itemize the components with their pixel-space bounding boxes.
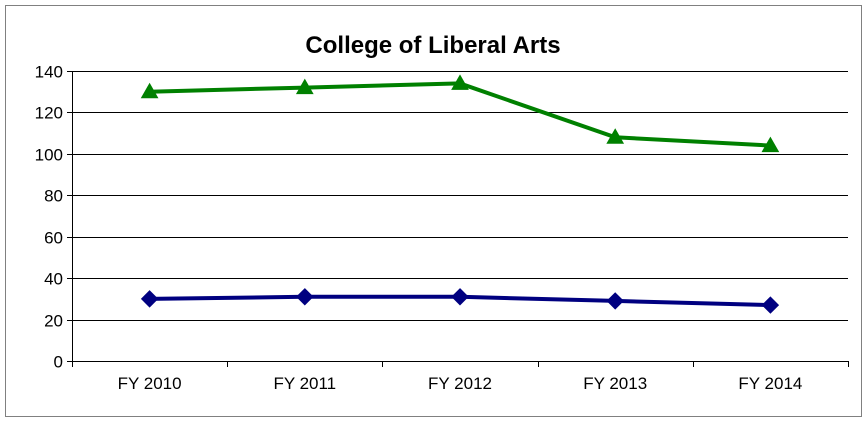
y-tick-label: 60 (44, 229, 63, 248)
y-tick-label: 120 (35, 104, 63, 123)
series-layer (140, 74, 780, 314)
data-point-1-0 (140, 290, 159, 308)
y-tick-label: 40 (44, 270, 63, 289)
data-point-0-1 (295, 78, 314, 95)
y-tick-label: 80 (44, 187, 63, 206)
data-point-1-1 (296, 288, 314, 306)
x-tick-label: FY 2010 (118, 374, 182, 393)
data-point-0-2 (451, 74, 469, 90)
y-tick-label: 100 (35, 146, 63, 165)
data-point-0-4 (761, 136, 780, 153)
data-point-1-3 (606, 292, 624, 310)
data-point-1-4 (761, 296, 780, 314)
gridlines (72, 71, 848, 321)
chart-title: College of Liberal Arts (305, 32, 560, 59)
y-tick-label: 140 (35, 63, 63, 82)
data-point-1-2 (451, 288, 469, 306)
data-point-0-0 (140, 82, 159, 99)
chart-frame (5, 5, 862, 417)
data-point-0-3 (606, 128, 625, 144)
x-tick-label: FY 2014 (738, 374, 802, 393)
axes: 0 20 40 60 80 100 120 140 FY 2010 FY 2011 FY 2012 F… (35, 63, 849, 393)
y-tick-label: 20 (44, 312, 63, 331)
x-tick-label: FY 2012 (428, 374, 492, 393)
x-tick-label: FY 2013 (583, 374, 647, 393)
y-tick-label: 0 (54, 353, 63, 372)
x-tick-label: FY 2011 (273, 374, 336, 393)
